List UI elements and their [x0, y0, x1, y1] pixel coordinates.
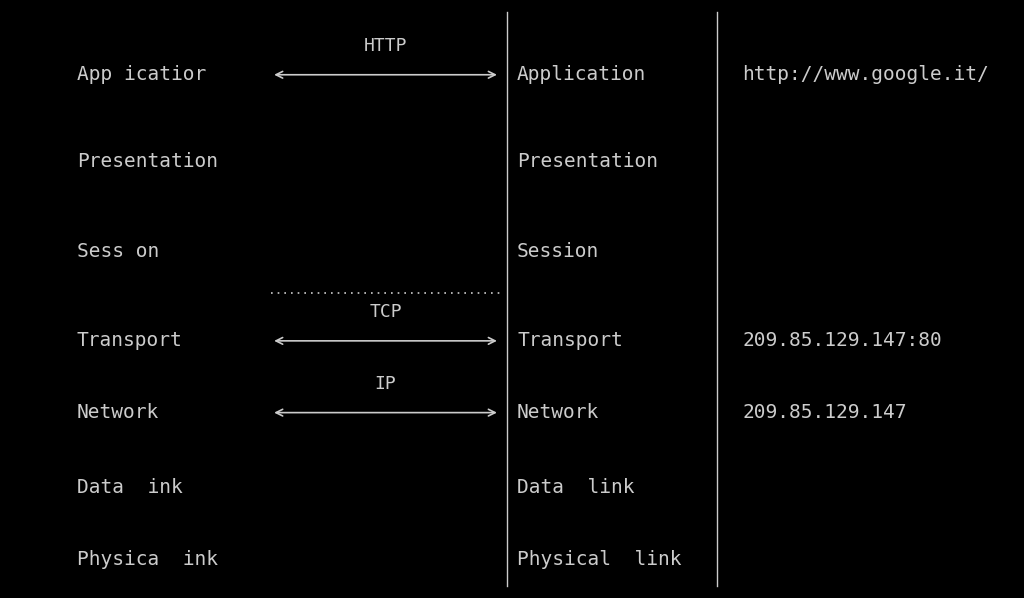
Text: Application: Application [517, 65, 646, 84]
Text: Presentation: Presentation [77, 152, 218, 171]
Text: Data  link: Data link [517, 478, 635, 497]
Text: Sess on: Sess on [77, 242, 159, 261]
Text: Physical  link: Physical link [517, 550, 682, 569]
Text: 209.85.129.147: 209.85.129.147 [742, 403, 907, 422]
Text: Presentation: Presentation [517, 152, 658, 171]
Text: Transport: Transport [517, 331, 623, 350]
Text: Transport: Transport [77, 331, 182, 350]
Text: TCP: TCP [370, 303, 401, 321]
Text: 209.85.129.147:80: 209.85.129.147:80 [742, 331, 942, 350]
Text: Network: Network [77, 403, 159, 422]
Text: App icatior: App icatior [77, 65, 206, 84]
Text: HTTP: HTTP [364, 37, 408, 55]
Text: Session: Session [517, 242, 599, 261]
Text: Physica  ink: Physica ink [77, 550, 218, 569]
Text: Data  ink: Data ink [77, 478, 182, 497]
Text: http://www.google.it/: http://www.google.it/ [742, 65, 989, 84]
Text: IP: IP [375, 375, 396, 393]
Text: Network: Network [517, 403, 599, 422]
